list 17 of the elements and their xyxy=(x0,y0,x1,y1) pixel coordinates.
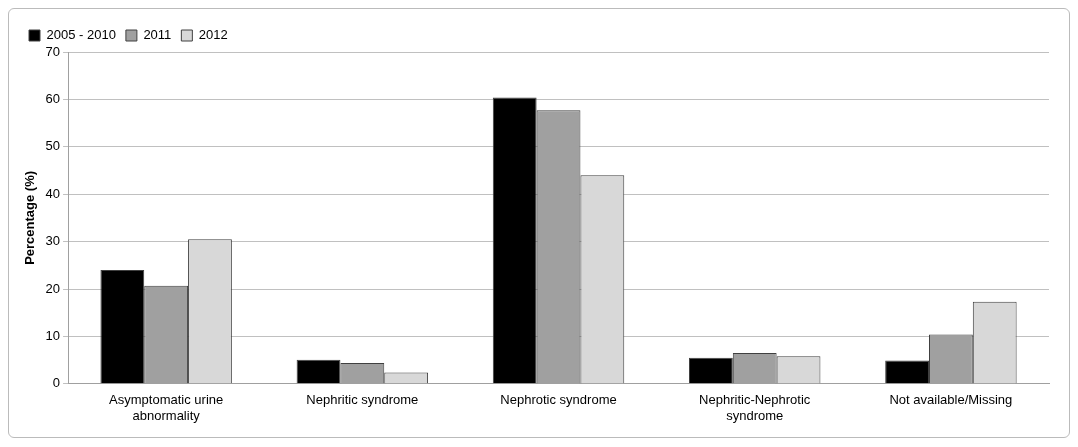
y-tick-label: 70 xyxy=(45,43,61,59)
y-tick-label: 60 xyxy=(45,90,61,106)
y-tick-label: 10 xyxy=(45,327,61,343)
x-tick-label: Nephrotic syndrome xyxy=(500,392,617,408)
legend-label: 2012 xyxy=(198,27,228,43)
x-tick-label: Nephritic syndrome xyxy=(306,392,419,408)
y-tick-label: 40 xyxy=(45,185,61,201)
y-tick-label: 0 xyxy=(52,375,61,391)
y-axis-title: Percentage (%) xyxy=(22,170,38,265)
y-tick-label: 50 xyxy=(45,138,61,154)
x-tick-label: Nephritic-Nephrotic syndrome xyxy=(699,392,811,423)
x-tick-label: Not available/Missing xyxy=(889,392,1013,408)
x-tick-label: Asymptomatic urine abnormality xyxy=(109,392,224,423)
legend-label: 2011 xyxy=(143,27,172,43)
y-tick-label: 30 xyxy=(45,233,61,249)
legend-label: 2005 - 2010 xyxy=(46,27,116,43)
y-tick-label: 20 xyxy=(45,280,61,296)
